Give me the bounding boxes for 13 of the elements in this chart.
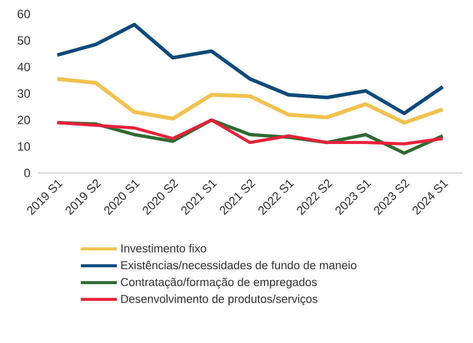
y-tick-label: 10 bbox=[18, 142, 30, 151]
y-tick-label: 50 bbox=[18, 36, 30, 45]
y-tick-label: 60 bbox=[18, 10, 30, 18]
y-tick-label: 30 bbox=[18, 89, 30, 98]
legend-label: Investimento fixo bbox=[121, 244, 206, 252]
legend-label: Desenvolvimento de produtos/serviços bbox=[121, 294, 318, 306]
legend-label: Contratação/formação de empregados bbox=[120, 278, 317, 288]
y-tick-label: 20 bbox=[18, 116, 30, 124]
line-series bbox=[55, 77, 445, 125]
legend-label: Existências/necessidades de fundo de maneio bbox=[121, 260, 356, 270]
line-series bbox=[56, 22, 445, 116]
y-tick-label: 0 bbox=[24, 168, 30, 178]
y-tick-label: 40 bbox=[17, 62, 30, 72]
